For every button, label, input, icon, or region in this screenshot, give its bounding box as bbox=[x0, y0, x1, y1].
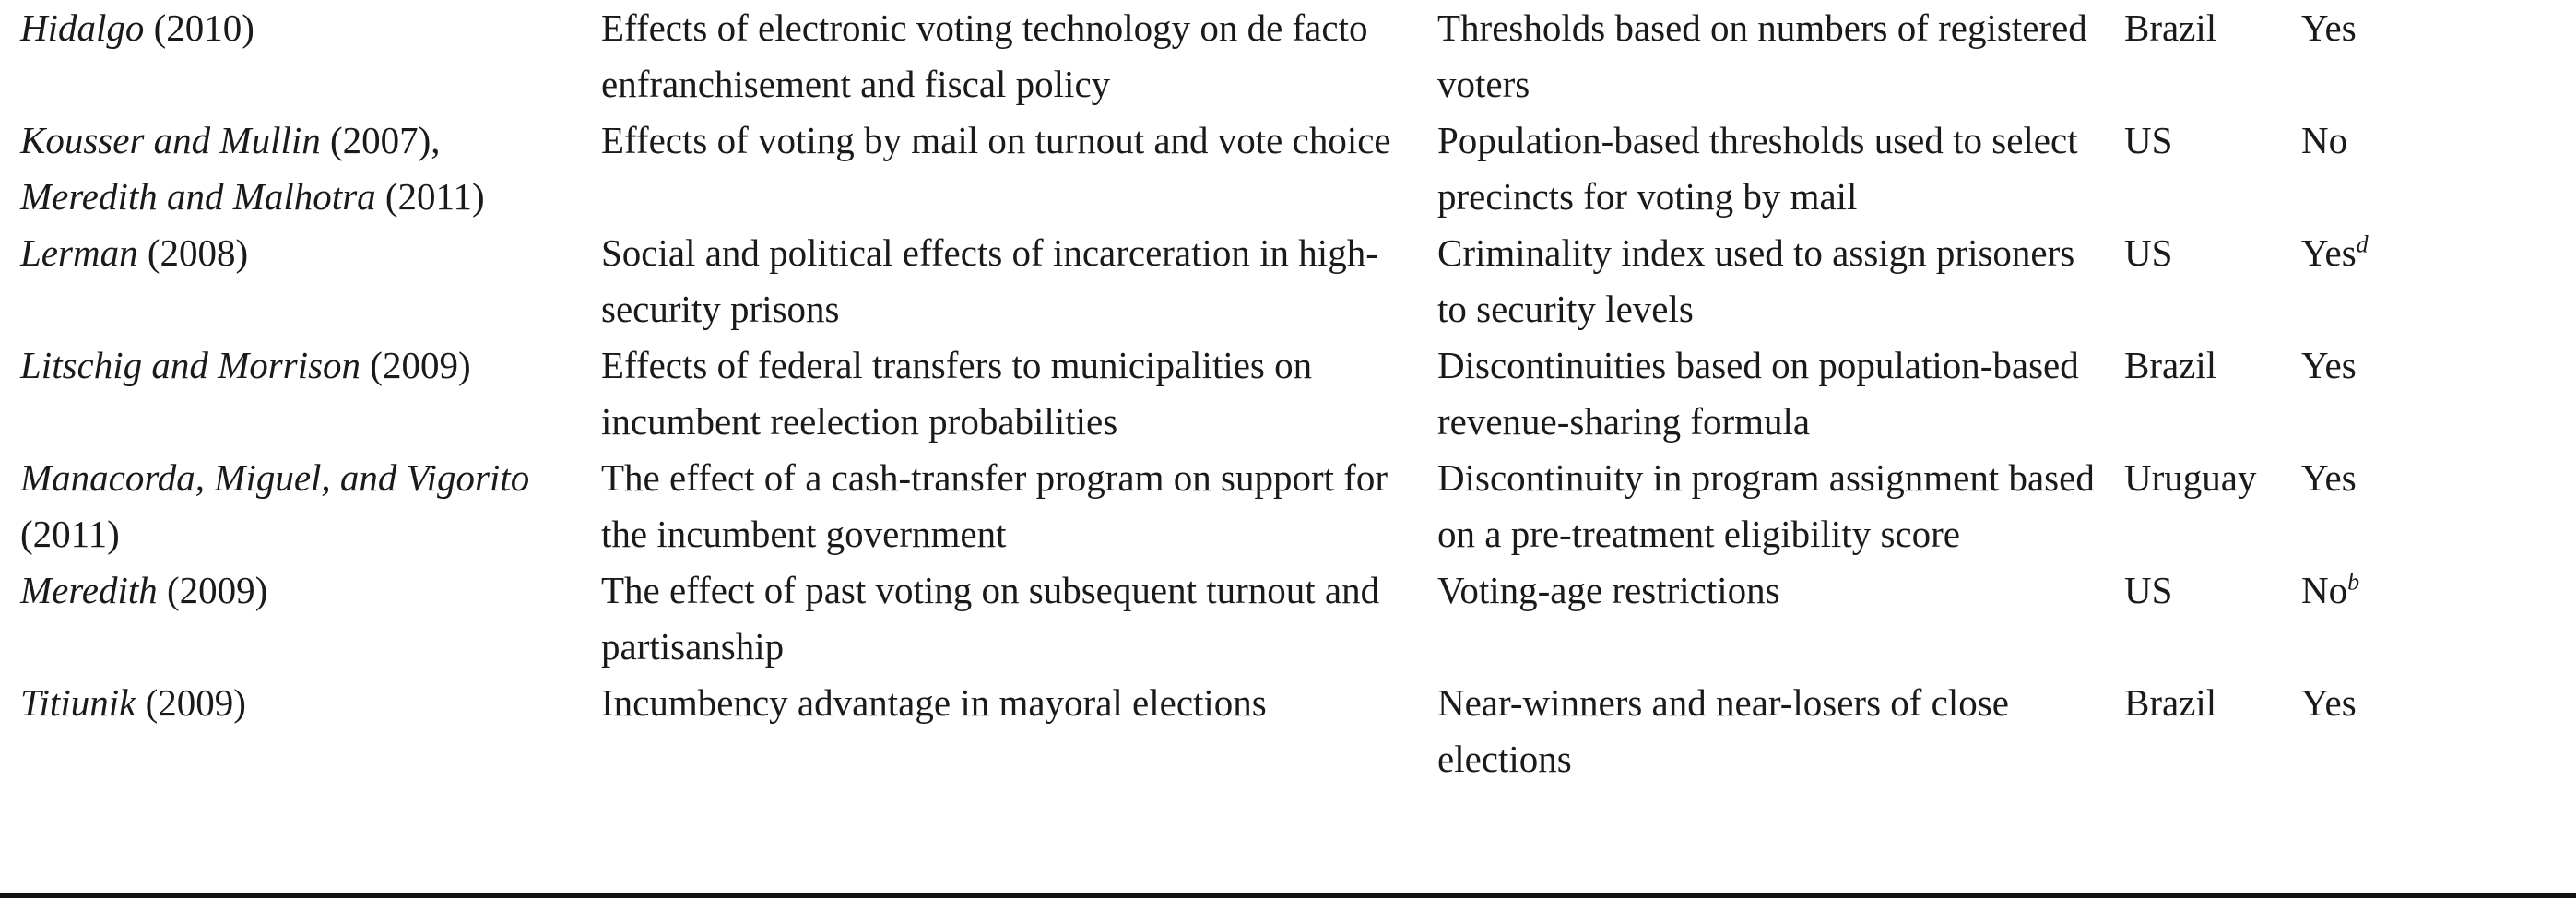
table-row: Litschig and Morrison (2009) Effects of … bbox=[20, 337, 2565, 450]
table-row: Lerman (2008) Social and political effec… bbox=[20, 225, 2565, 337]
study-year: (2009) bbox=[136, 681, 246, 724]
data-available-cell: Yes bbox=[2301, 450, 2565, 562]
country-cell: Uruguay bbox=[2124, 456, 2257, 499]
study-author: Titiunik bbox=[20, 681, 136, 724]
study-author: Lerman bbox=[20, 231, 138, 274]
design-cell: Thresholds based on numbers of registere… bbox=[1437, 6, 2087, 105]
table-row: Meredith (2009) The effect of past votin… bbox=[20, 562, 2565, 675]
effect-cell: Effects of electronic voting technology … bbox=[601, 6, 1368, 105]
table-row: Titiunik (2009) Incumbency advantage in … bbox=[20, 675, 2565, 787]
table-row: Kousser and Mullin (2007), Meredith and M… bbox=[20, 112, 2565, 225]
study-year: (2009) bbox=[360, 344, 471, 386]
country-cell: US bbox=[2124, 231, 2173, 274]
design-cell: Near-winners and near-losers of close el… bbox=[1437, 681, 2009, 780]
data-available-cell: Yes bbox=[2301, 0, 2565, 112]
data-available-value: No bbox=[2301, 119, 2348, 161]
footnote-marker: b bbox=[2347, 568, 2360, 596]
design-cell: Population-based thresholds used to sele… bbox=[1437, 119, 2078, 218]
study-cell: Litschig and Morrison (2009) bbox=[20, 337, 601, 450]
study-year: (2007), bbox=[320, 119, 441, 161]
data-available-value: Yes bbox=[2301, 6, 2357, 49]
study-author: Meredith bbox=[20, 569, 158, 611]
study-year: (2008) bbox=[137, 231, 249, 274]
effect-cell: Incumbency advantage in mayoral election… bbox=[601, 681, 1267, 724]
study-year: (2009) bbox=[157, 569, 268, 611]
data-available-value: Yes bbox=[2301, 344, 2357, 386]
table-row: Hidalgo (2010) Effects of electronic vot… bbox=[20, 0, 2565, 112]
study-cell: Hidalgo (2010) bbox=[20, 0, 601, 112]
study-cell: Manacorda, Miguel, and Vigorito (2011) bbox=[20, 450, 601, 562]
data-available-cell: Yes bbox=[2301, 675, 2565, 787]
study-cell: Meredith (2009) bbox=[20, 562, 601, 675]
study-author: Hidalgo bbox=[20, 6, 145, 49]
design-cell: Discontinuities based on population-base… bbox=[1437, 344, 2079, 443]
effect-cell: Effects of voting by mail on turnout and… bbox=[601, 119, 1391, 161]
footnote-marker: d bbox=[2356, 230, 2369, 258]
data-available-cell: No bbox=[2301, 112, 2565, 225]
effect-cell: Social and political effects of incarcer… bbox=[601, 231, 1378, 330]
effect-cell: The effect of past voting on subsequent … bbox=[601, 569, 1380, 668]
country-cell: Brazil bbox=[2124, 344, 2217, 386]
table-bottom-rule bbox=[0, 893, 2576, 898]
study-cell: Lerman (2008) bbox=[20, 225, 601, 337]
study-author: Kousser and Mullin bbox=[20, 119, 321, 161]
design-cell: Criminality index used to assign prisone… bbox=[1437, 231, 2075, 330]
study-year: (2011) bbox=[20, 513, 120, 555]
data-available-cell: Nob bbox=[2301, 562, 2565, 675]
country-cell: US bbox=[2124, 569, 2173, 611]
effect-cell: The effect of a cash-transfer program on… bbox=[601, 456, 1388, 555]
study-author: Litschig and Morrison bbox=[20, 344, 361, 386]
data-available-value: Yes bbox=[2301, 681, 2357, 724]
study-author: Manacorda, Miguel, and Vigorito bbox=[20, 456, 530, 499]
data-available-value: No bbox=[2301, 569, 2348, 611]
table-row: Manacorda, Miguel, and Vigorito (2011) T… bbox=[20, 450, 2565, 562]
study-author-second: Meredith and Malhotra bbox=[20, 175, 376, 218]
data-available-value: Yes bbox=[2301, 231, 2357, 274]
data-available-cell: Yesd bbox=[2301, 225, 2565, 337]
country-cell: Brazil bbox=[2124, 6, 2217, 49]
data-available-value: Yes bbox=[2301, 456, 2357, 499]
study-year-second: (2011) bbox=[375, 175, 485, 218]
data-available-cell: Yes bbox=[2301, 337, 2565, 450]
design-cell: Discontinuity in program assignment base… bbox=[1437, 456, 2095, 555]
effect-cell: Effects of federal transfers to municipa… bbox=[601, 344, 1313, 443]
country-cell: Brazil bbox=[2124, 681, 2217, 724]
study-year: (2010) bbox=[144, 6, 254, 49]
studies-table-container: Hidalgo (2010) Effects of electronic vot… bbox=[20, 0, 2565, 910]
studies-table: Hidalgo (2010) Effects of electronic vot… bbox=[20, 0, 2565, 787]
design-cell: Voting-age restrictions bbox=[1437, 569, 1780, 611]
country-cell: US bbox=[2124, 119, 2173, 161]
study-cell: Titiunik (2009) bbox=[20, 675, 601, 787]
study-cell: Kousser and Mullin (2007), Meredith and M… bbox=[20, 112, 601, 225]
